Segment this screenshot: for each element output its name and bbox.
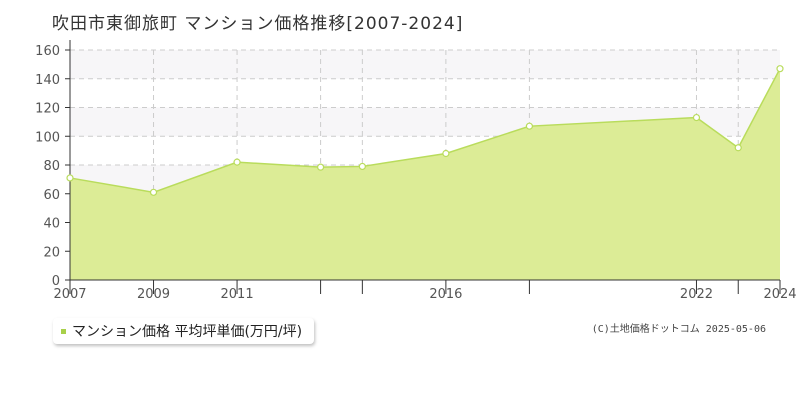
x-tick-label: 2007 [53, 287, 86, 302]
x-tick-label: 2016 [429, 287, 462, 302]
y-tick-label: 160 [35, 44, 60, 59]
data-point [442, 149, 450, 158]
chart-area-layer [69, 68, 781, 280]
y-tick-label: 100 [35, 130, 60, 145]
chart-markers [66, 65, 784, 196]
y-tick-label: 140 [35, 73, 60, 88]
y-tick-label: 0 [52, 274, 60, 289]
y-tick-label: 80 [43, 159, 60, 174]
series-line [69, 68, 781, 194]
legend: マンション価格 平均坪単価(万円/坪) [53, 318, 315, 344]
y-tick-label: 120 [35, 102, 60, 117]
legend-label: マンション価格 平均坪単価(万円/坪) [72, 324, 303, 340]
x-tick-label: 2009 [137, 287, 170, 302]
y-tick-label: 20 [43, 245, 60, 260]
chart-axes [65, 40, 781, 294]
x-tick-label: 2022 [680, 287, 713, 302]
data-point [776, 65, 784, 73]
background-band [70, 50, 780, 79]
data-point [316, 163, 325, 171]
data-point [525, 122, 534, 130]
x-tick-label: 2024 [763, 287, 796, 302]
data-point [692, 113, 701, 122]
data-point [233, 158, 241, 166]
chart-title: 吹田市東御旅町 マンション価格推移[2007-2024] [52, 14, 464, 34]
data-point [734, 144, 742, 152]
y-tick-label: 40 [43, 217, 60, 232]
series-area [70, 68, 780, 280]
y-tick-label: 60 [43, 188, 60, 203]
x-tick-label: 2011 [221, 287, 254, 302]
data-point [358, 162, 366, 171]
legend-swatch [61, 328, 66, 334]
data-point [149, 188, 158, 196]
copyright-credit: (C)土地価格ドットコム 2025-05-06 [591, 324, 766, 335]
chart-tick-labels: 0 20 40 60 80 100 120 140 160 2007 2009 2011 2016 202… [35, 44, 796, 302]
data-point [66, 174, 74, 182]
